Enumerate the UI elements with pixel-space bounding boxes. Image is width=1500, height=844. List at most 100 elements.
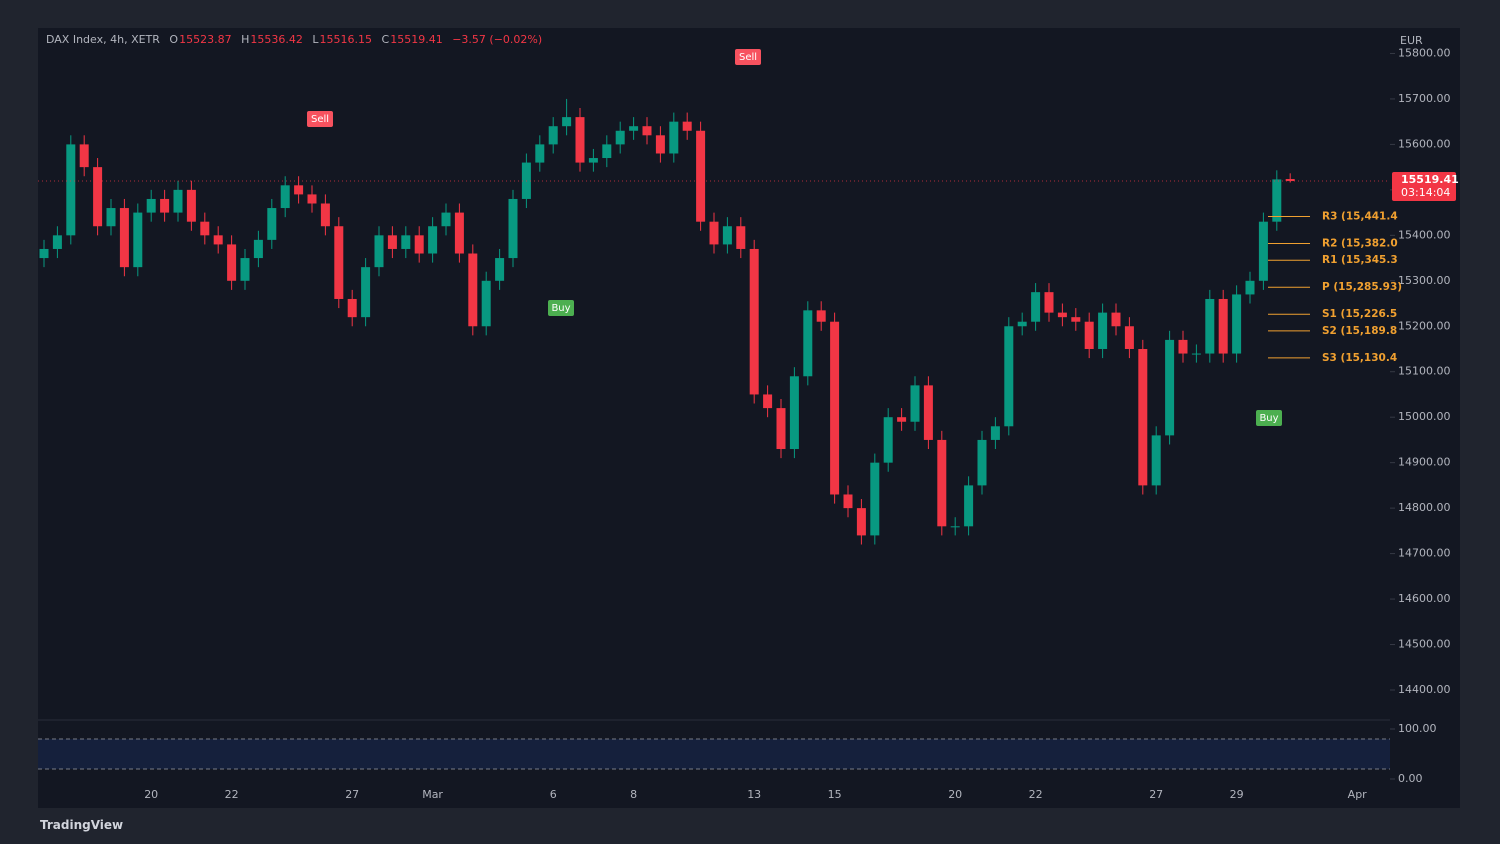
candle-body <box>923 385 933 440</box>
candle-body <box>200 221 210 236</box>
signal-tag <box>735 49 761 65</box>
open-value: 15523.87 <box>179 33 232 46</box>
candle-body <box>830 321 840 495</box>
signal-tag <box>1256 410 1282 426</box>
x-tick-label: Apr <box>1348 788 1368 801</box>
y-tick-label: 15100.00 <box>1398 365 1451 378</box>
pivot-label: S2 (15,189.8 <box>1322 325 1397 337</box>
candle-body <box>441 212 451 227</box>
symbol: DAX Index, 4h, XETR <box>46 33 160 46</box>
x-tick-label: 15 <box>828 788 842 801</box>
candle-body <box>347 298 357 318</box>
y-tick-label: 14900.00 <box>1398 456 1451 469</box>
candle-body <box>548 126 558 145</box>
candle-body <box>736 226 746 249</box>
candle-body <box>722 226 732 245</box>
candle-body <box>1098 312 1108 349</box>
candle-body <box>803 310 813 377</box>
change: −3.57 (−0.02%) <box>452 33 543 46</box>
candle-body <box>615 130 625 145</box>
candle-body <box>1205 298 1215 354</box>
y-tick-label: 14600.00 <box>1398 592 1451 605</box>
chart-background <box>38 28 1460 808</box>
candle-body <box>682 121 692 131</box>
candle-body <box>776 408 786 450</box>
x-tick-label: 27 <box>1149 788 1163 801</box>
candle-body <box>495 258 505 281</box>
candle-body <box>1272 179 1282 222</box>
candle-body <box>990 426 1000 440</box>
high-letter: H <box>241 33 250 46</box>
candle-body <box>709 221 719 245</box>
candle-body <box>414 235 424 254</box>
y-tick-label: 15700.00 <box>1398 92 1451 105</box>
pivot-label: S1 (15,226.5 <box>1322 308 1397 320</box>
last-price-label: 15519.41 <box>1401 173 1459 186</box>
candle-body <box>294 185 304 195</box>
high-value: 15536.42 <box>250 33 303 46</box>
brand: TradingView <box>40 818 124 832</box>
last-price-tag <box>1392 172 1456 202</box>
candle-body <box>910 385 920 422</box>
candle-body <box>669 121 679 154</box>
candle-body <box>481 280 491 327</box>
candle-body <box>428 226 438 254</box>
y-tick-label: 14400.00 <box>1398 683 1451 696</box>
y-tick-label: 14800.00 <box>1398 501 1451 514</box>
candle-body <box>106 208 116 227</box>
signal-label: Buy <box>1259 413 1278 424</box>
candle-body <box>227 244 237 281</box>
x-tick-label: 27 <box>345 788 359 801</box>
candle-body <box>897 417 907 422</box>
candle-body <box>240 258 250 281</box>
low-value: 15516.15 <box>319 33 373 46</box>
signal-label: Buy <box>551 303 570 314</box>
currency-label: EUR <box>1400 34 1423 47</box>
candle-body <box>1071 317 1081 322</box>
candle-body <box>1124 326 1134 349</box>
signal-label: Sell <box>739 52 757 63</box>
candle-body <box>1178 339 1188 354</box>
candle-body <box>146 198 156 213</box>
y-tick-label: 15600.00 <box>1398 137 1451 150</box>
candle-body <box>1084 321 1094 349</box>
candle-body <box>1017 321 1027 327</box>
x-tick-label: 6 <box>550 788 557 801</box>
candle-body <box>119 208 129 268</box>
pivot-label: R1 (15,345.3 <box>1322 254 1398 266</box>
candle-body <box>1031 292 1041 322</box>
candle-body <box>267 208 277 240</box>
x-tick-label: 13 <box>747 788 761 801</box>
legend-header: DAX Index, 4h, XETR O15523.87 H15536.42 … <box>46 33 548 46</box>
candle-body <box>870 462 880 536</box>
candle-body <box>173 189 183 213</box>
candle-body <box>93 167 103 227</box>
candle-body <box>883 417 893 463</box>
pivot-label: P (15,285.93) <box>1322 281 1402 293</box>
candle-body <box>696 130 706 222</box>
signal-label: Sell <box>311 114 329 125</box>
candle-body <box>1218 298 1228 354</box>
oscillator-band <box>38 739 1390 769</box>
x-tick-label: 22 <box>1029 788 1043 801</box>
candle-body <box>66 144 76 236</box>
candle-body <box>334 226 344 299</box>
pivot-label: R2 (15,382.0 <box>1322 238 1398 250</box>
y-tick-label: 15800.00 <box>1398 46 1451 59</box>
candle-body <box>629 126 639 131</box>
pivot-label: R3 (15,441.4 <box>1322 211 1398 223</box>
candle-body <box>1004 326 1014 427</box>
x-tick-label: Mar <box>422 788 443 801</box>
close-value: 15519.41 <box>390 33 443 46</box>
candle-body <box>575 117 585 163</box>
x-tick-label: 20 <box>948 788 962 801</box>
candle-body <box>1044 292 1054 313</box>
candle-body <box>320 203 330 227</box>
candle-body <box>535 144 545 163</box>
candle-body <box>1111 312 1121 327</box>
candle-body <box>508 198 518 259</box>
y-tick-label: 15000.00 <box>1398 410 1451 423</box>
candle-body <box>588 158 598 163</box>
x-tick-label: 8 <box>630 788 637 801</box>
